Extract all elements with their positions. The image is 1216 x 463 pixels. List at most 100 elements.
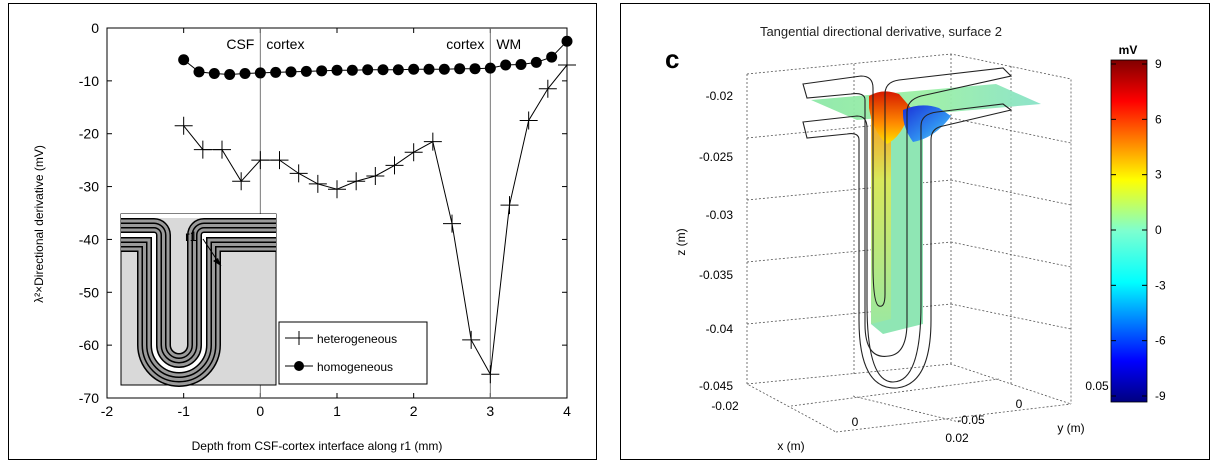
legend-marker-plus-icon (292, 331, 306, 345)
colorbar-gradient (1110, 59, 1148, 403)
point-homogeneous (500, 59, 512, 71)
z-axis-ticks: -0.02 -0.025 -0.03 -0.035 -0.04 -0.045 (699, 89, 733, 393)
y-tick-label: -60 (79, 337, 99, 353)
point-homogeneous (300, 65, 312, 77)
y-tick: 0.05 (1085, 379, 1109, 393)
y-tick-label: -10 (79, 73, 99, 89)
colorbar: mV 9 6 3 0 -3 -6 -9 (1110, 43, 1166, 403)
point-heterogeneous (538, 79, 557, 98)
inset-fold (121, 218, 276, 387)
point-heterogeneous (385, 156, 404, 175)
point-heterogeneous (443, 214, 461, 233)
x-tick-label: 0 (256, 403, 264, 419)
point-homogeneous (208, 67, 220, 79)
y-tick-label: 0 (91, 20, 99, 36)
colorbar-tick-label: -9 (1155, 389, 1166, 403)
point-heterogeneous (328, 180, 346, 199)
point-homogeneous (377, 64, 389, 76)
surface (811, 84, 1041, 334)
point-homogeneous (178, 54, 190, 66)
point-homogeneous (454, 63, 466, 75)
colorbar-tick-label: 6 (1155, 112, 1162, 126)
point-homogeneous (285, 66, 297, 78)
point-heterogeneous (462, 330, 481, 349)
point-homogeneous (346, 64, 358, 76)
point-homogeneous (316, 65, 328, 77)
point-homogeneous (530, 56, 542, 68)
point-heterogeneous (347, 172, 366, 191)
x-axis-label: x (m) (777, 439, 804, 453)
y-tick-label: -20 (79, 126, 99, 142)
blue-hotspot (903, 105, 951, 142)
region-label: CSF (226, 36, 254, 52)
z-tick: -0.03 (706, 208, 734, 222)
x-axis-ticks: -0.02 0 0.02 (711, 399, 969, 445)
y-axis-ticks: -0.05 0 0.05 (957, 379, 1109, 427)
point-heterogeneous (558, 56, 576, 74)
colorbar-tick-label: -6 (1155, 334, 1166, 348)
inset-arrow-head-icon (213, 258, 221, 266)
colorbar-label: mV (1119, 43, 1138, 57)
point-homogeneous (423, 63, 435, 75)
y-tick: -0.05 (957, 413, 985, 427)
point-heterogeneous (251, 151, 270, 170)
y-tick-label: -50 (79, 284, 99, 300)
legend-label-heterogeneous: heterogeneous (317, 332, 397, 346)
y-axis-label: y (m) (1057, 421, 1084, 435)
inset-diagram: r1 (120, 213, 277, 387)
x-tick-label: 4 (563, 403, 571, 419)
y-tick-label: -40 (79, 231, 99, 247)
line-chart-panel: -2 -1 0 1 2 3 4 0 -10 -20 -30 -40 -50 -60 -70 CSF corte… (8, 3, 597, 460)
point-homogeneous (239, 67, 251, 79)
point-homogeneous (362, 64, 374, 76)
point-heterogeneous (270, 151, 289, 170)
line-chart-svg: -2 -1 0 1 2 3 40-10-20-30-40-50-60-70 CSF corte… (32, 20, 576, 453)
chart-title: Tangential directional derivative, surfa… (760, 24, 1002, 39)
point-homogeneous (469, 63, 481, 75)
legend: heterogeneous homogeneous (278, 321, 428, 385)
z-tick: -0.045 (699, 379, 733, 393)
point-heterogeneous (404, 143, 423, 162)
axes: -2 -1 0 1 2 3 40-10-20-30-40-50-60-70 (79, 20, 571, 419)
legend-box (278, 321, 428, 385)
point-heterogeneous (366, 167, 385, 185)
fold-left-wall (871, 102, 891, 324)
surface-heatmap-svg: c Tangential directional derivative, sur… (665, 24, 1166, 453)
point-heterogeneous (519, 111, 538, 130)
region-label: WM (496, 36, 521, 52)
z-tick: -0.02 (706, 89, 734, 103)
y-tick-label: -30 (79, 179, 99, 195)
region-label: cortex (266, 36, 304, 52)
x-axis-label: Depth from CSF-cortex interface along r1… (192, 439, 443, 453)
point-homogeneous (484, 62, 496, 74)
colorbar-ticks: 9 6 3 0 -3 -6 -9 (1111, 57, 1166, 403)
point-heterogeneous (423, 132, 442, 151)
legend-marker-dot-icon (294, 361, 304, 371)
point-heterogeneous (174, 116, 193, 135)
z-tick: -0.04 (706, 322, 734, 336)
colorbar-tick-label: 3 (1155, 168, 1162, 182)
x-tick-label: 3 (486, 403, 494, 419)
point-heterogeneous (213, 140, 231, 159)
y-tick-label: -70 (79, 390, 99, 406)
point-heterogeneous (232, 172, 251, 191)
x-tick: -0.02 (711, 399, 739, 413)
point-homogeneous (561, 35, 573, 47)
z-tick: -0.025 (699, 150, 733, 164)
z-axis-label: z (m) (674, 228, 688, 255)
region-label: cortex (446, 36, 484, 52)
surface-heatmap-panel: c Tangential directional derivative, sur… (620, 3, 1210, 460)
surface-outline (802, 67, 1013, 389)
point-homogeneous (254, 67, 266, 79)
x-tick-label: 2 (410, 403, 418, 419)
x-tick: 0 (852, 415, 859, 429)
point-homogeneous (408, 63, 420, 75)
colorbar-tick-label: -3 (1155, 278, 1166, 292)
y-tick: 0 (1016, 397, 1023, 411)
point-homogeneous (270, 66, 282, 78)
point-homogeneous (193, 66, 205, 78)
point-heterogeneous (500, 196, 519, 215)
colorbar-tick-label: 0 (1155, 223, 1162, 237)
panel-label: c (665, 44, 679, 74)
point-homogeneous (438, 63, 450, 75)
